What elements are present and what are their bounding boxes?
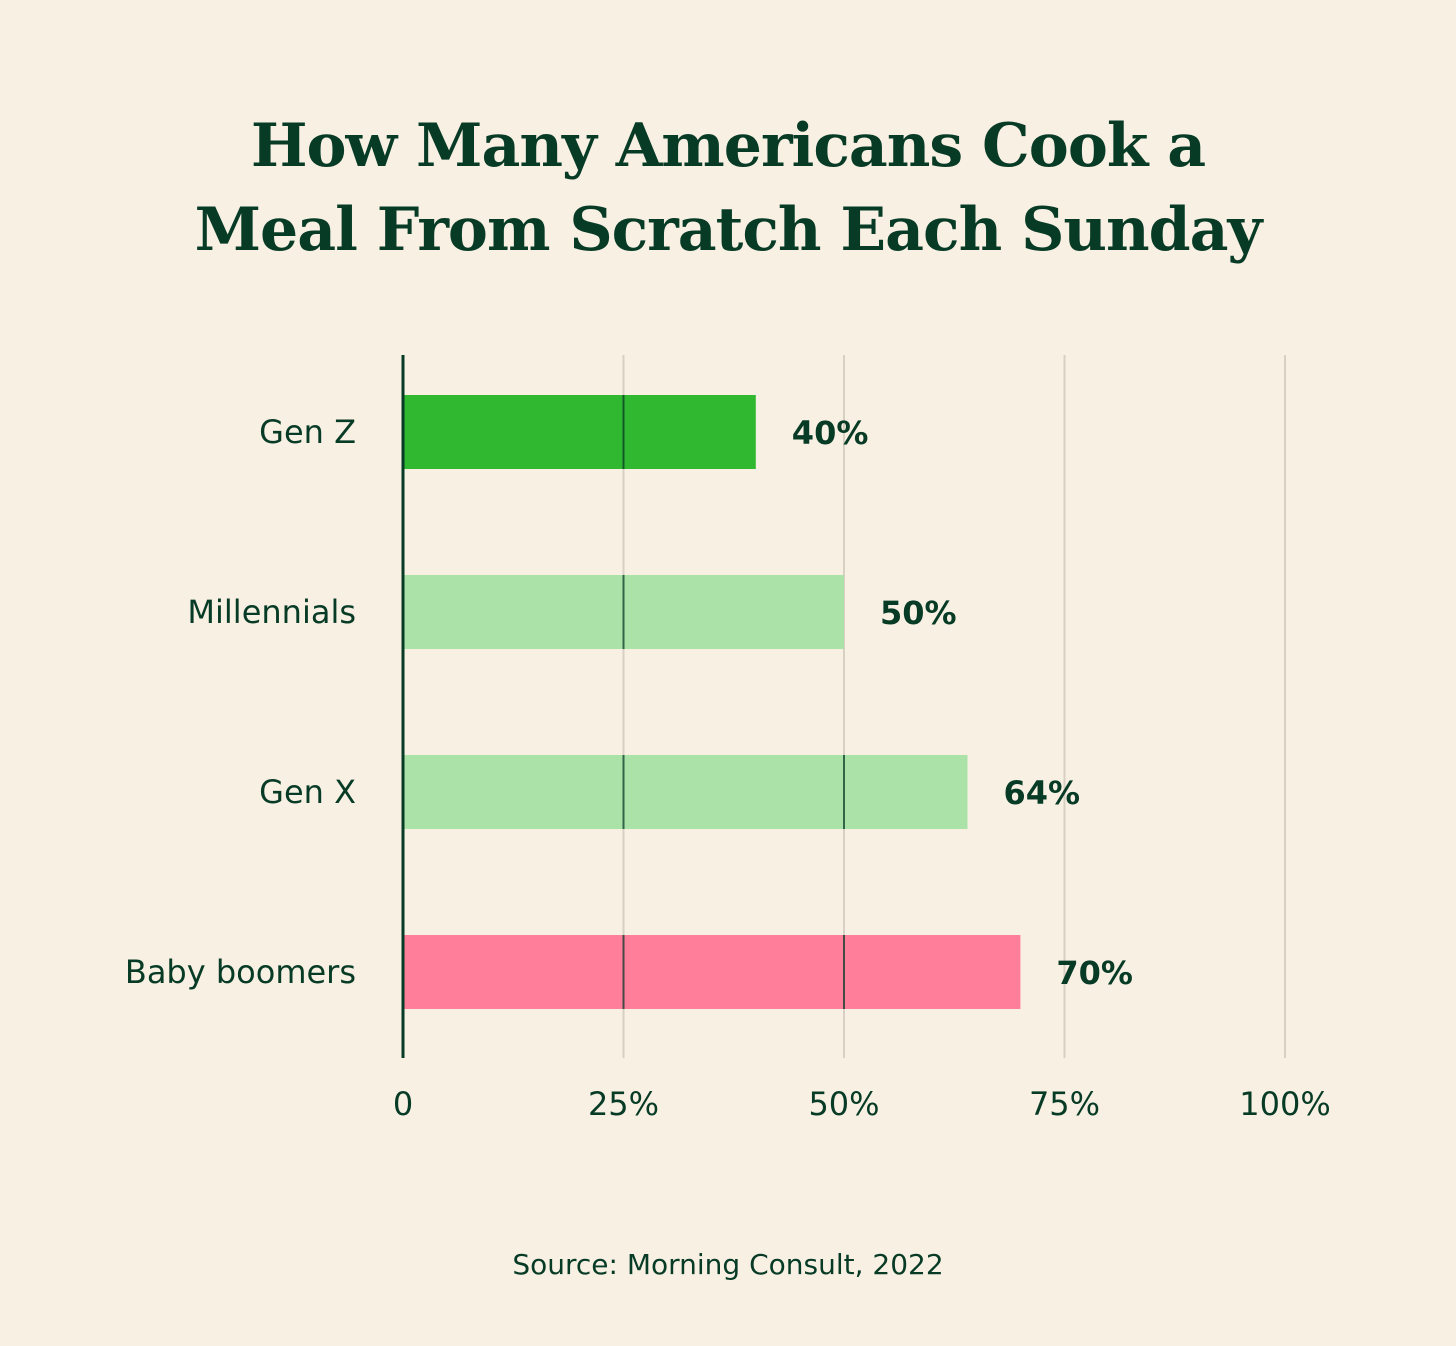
bar-baby-boomers bbox=[403, 935, 1021, 1009]
x-tick-label: 75% bbox=[1029, 1085, 1100, 1123]
x-tick-label: 100% bbox=[1239, 1085, 1330, 1123]
bar-gen-x bbox=[403, 755, 968, 829]
bars bbox=[403, 395, 1021, 1009]
category-label: Gen X bbox=[259, 773, 356, 811]
value-label: 50% bbox=[880, 594, 957, 632]
chart-title: How Many Americans Cook a Meal From Scra… bbox=[0, 104, 1456, 272]
chart-title-line-2: Meal From Scratch Each Sunday bbox=[194, 195, 1263, 265]
value-label: 64% bbox=[1003, 774, 1080, 812]
value-label: 40% bbox=[792, 414, 869, 452]
category-label: Gen Z bbox=[259, 413, 356, 451]
bar-gridline-overlays bbox=[622, 395, 845, 1009]
x-tick-label: 25% bbox=[588, 1085, 659, 1123]
source-note: Source: Morning Consult, 2022 bbox=[512, 1248, 944, 1281]
value-label: 70% bbox=[1056, 954, 1133, 992]
bar-gen-z bbox=[403, 395, 756, 469]
x-tick-label: 0 bbox=[393, 1085, 413, 1123]
category-label: Millennials bbox=[187, 593, 356, 631]
labels: Gen Z 40% Millennials 50% Gen X 64% Baby boome… bbox=[125, 413, 1331, 1123]
category-label: Baby boomers bbox=[125, 953, 356, 991]
chart-title-line-1: How Many Americans Cook a bbox=[250, 111, 1206, 181]
x-tick-label: 50% bbox=[808, 1085, 879, 1123]
